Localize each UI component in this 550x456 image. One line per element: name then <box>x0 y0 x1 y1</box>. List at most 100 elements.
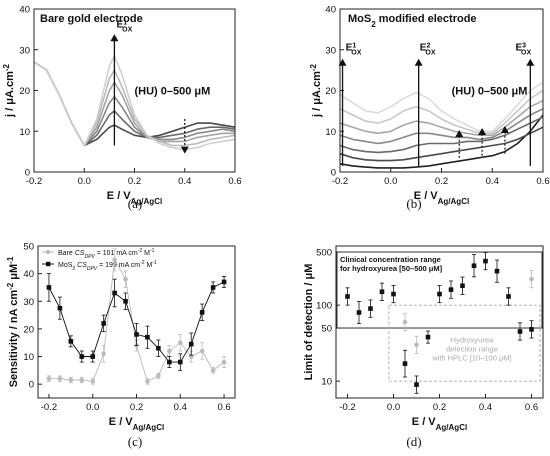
data-point-mos2 <box>437 291 442 297</box>
x-tick-label: 0.6 <box>228 176 241 187</box>
concentration-annotation: (HU) 0–500 μM <box>135 86 211 98</box>
data-point-bare <box>156 373 161 379</box>
legend-entry: MoS2 CSDPV = 199 mA cm-2 M-1 <box>58 260 157 272</box>
legend-rest: = 199 mA cm <box>97 262 140 269</box>
peak-label-3-sup: 3 <box>522 42 526 49</box>
panel-title: MoS2 modified electrode <box>348 13 477 29</box>
series-line-a-2 <box>33 61 236 147</box>
peak-arrow-head <box>110 34 119 42</box>
legend-entry: Bare CSDPV = 101 mA cm-2 M-1 <box>58 248 155 260</box>
y-axis-label: j / μA.cm-2 <box>309 63 324 118</box>
peak-label-3-main: E <box>515 43 522 54</box>
y-tick-label: 20 <box>23 324 34 335</box>
series-line-b-1 <box>339 126 544 162</box>
data-point-bare <box>112 257 117 263</box>
peak-label-3-sub: OX <box>521 49 531 56</box>
series-line-b-3 <box>339 108 544 145</box>
y-tick-label: 30 <box>325 45 336 56</box>
data-point-bare <box>177 340 183 346</box>
peak-label-2-sup: 2 <box>426 42 430 49</box>
panel-label: (b) <box>406 196 421 211</box>
increase-arrow-head <box>455 130 464 138</box>
x-axis-label-sub: Ag/AgCl <box>133 423 165 432</box>
data-point-mos2 <box>145 334 150 340</box>
data-point-mos2 <box>368 306 373 311</box>
data-point-mos2 <box>402 361 408 366</box>
data-point-mos2 <box>425 334 431 340</box>
y-tick-label: 50 <box>23 242 34 253</box>
x-axis-label-main: E / V <box>414 190 439 202</box>
x-axis-label: E / VAg/AgCl <box>107 190 162 206</box>
legend-main: Bare <box>58 250 75 257</box>
x-axis-label-sub: Ag/AgCl <box>436 423 468 432</box>
x-tick-label: 0.2 <box>130 402 143 413</box>
peak-arrow-head <box>526 58 535 66</box>
legend-marker <box>46 261 51 267</box>
x-tick-label: 0.0 <box>387 402 400 413</box>
peak-label-sup: 1 <box>123 19 127 26</box>
x-tick-label: -0.2 <box>339 402 355 413</box>
series-line-a-1 <box>33 61 236 147</box>
data-point-mos2 <box>483 258 488 264</box>
peak-label-2-sub: OX <box>425 49 435 56</box>
peak-arrow-head <box>414 58 423 66</box>
decrease-arrow-head <box>180 146 189 154</box>
data-point-mos2 <box>134 332 139 337</box>
data-point-mos2 <box>379 289 385 295</box>
series-line-c-0 <box>48 258 225 383</box>
y-axis-label-part: μM <box>8 264 20 283</box>
y-axis-label-part: Limit of detection / μM <box>303 264 315 381</box>
data-point-bare <box>57 376 63 381</box>
data-point-mos2 <box>460 283 465 289</box>
legend-sup: -1 <box>150 248 155 254</box>
y-axis-label-part: -2 <box>6 282 15 290</box>
series-line-b-4 <box>339 99 544 137</box>
y-tick-label: 500 <box>316 248 332 259</box>
x-tick-label: 0.0 <box>78 176 91 187</box>
legend-dpv: DPV <box>84 254 95 260</box>
data-point-mos2 <box>414 382 419 387</box>
y-tick-label: 50 <box>321 324 332 335</box>
data-point-bare <box>402 319 408 325</box>
data-point-mos2 <box>68 339 74 344</box>
legend-rest: = 101 mA cm <box>95 250 138 257</box>
data-point-bare <box>123 276 128 282</box>
data-point-mos2 <box>167 359 172 365</box>
panel-title: Bare gold electrode <box>40 13 143 25</box>
data-point-mos2 <box>517 329 523 334</box>
data-point-mos2 <box>210 285 216 290</box>
x-tick-label: 0.4 <box>486 176 499 187</box>
hplc-range-text: detection range <box>446 345 498 354</box>
legend-dpv: DPV <box>87 266 98 272</box>
y-axis-label-part: -2 <box>309 63 318 71</box>
data-point-mos2 <box>199 310 205 315</box>
series-line-a-0 <box>33 61 236 147</box>
data-point-bare <box>90 379 96 384</box>
y-tick-label: 10 <box>19 127 30 138</box>
series-line-b-2 <box>339 116 544 154</box>
y-tick-label: 20 <box>325 86 336 97</box>
legend-mid: M <box>145 262 153 269</box>
y-axis-label-part: j / μA.cm <box>4 71 16 118</box>
x-axis-label-main: E / V <box>412 416 437 428</box>
data-point-bare <box>145 379 150 384</box>
y-axis-label: Sensitivity / nA cm-2 μM-1 <box>6 256 21 387</box>
y-tick-label: 0 <box>25 168 30 179</box>
y-axis-label: Limit of detection / μM <box>303 264 315 381</box>
concentration-annotation: (HU) 0–500 μM <box>452 86 528 98</box>
peak-label-main: E <box>117 19 124 30</box>
y-tick-label: 40 <box>19 5 30 16</box>
y-axis-label-part: -2 <box>2 63 11 71</box>
data-point-bare <box>79 377 85 383</box>
clinical-range-text: for hydroxyurea [50–500 μM] <box>340 264 443 273</box>
data-point-mos2 <box>101 321 106 326</box>
data-point-mos2 <box>57 305 63 311</box>
data-point-mos2 <box>448 287 454 292</box>
data-point-bare <box>68 377 74 383</box>
data-point-mos2 <box>506 294 511 299</box>
x-tick-label: 0.6 <box>217 402 230 413</box>
legend-main: MoS <box>58 262 73 269</box>
data-point-mos2 <box>391 291 396 297</box>
